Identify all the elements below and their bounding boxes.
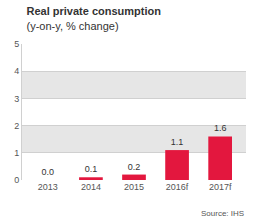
svg-text:3: 3: [14, 94, 19, 104]
svg-text:2013: 2013: [38, 182, 58, 192]
svg-text:5: 5: [14, 39, 19, 49]
svg-text:0.2: 0.2: [128, 162, 141, 172]
svg-text:2016f: 2016f: [166, 182, 189, 192]
svg-text:1.6: 1.6: [214, 123, 227, 133]
svg-text:1: 1: [14, 148, 19, 158]
svg-text:2: 2: [14, 121, 19, 131]
svg-text:2017f: 2017f: [209, 182, 232, 192]
svg-text:0: 0: [14, 175, 19, 185]
svg-text:2015: 2015: [124, 182, 144, 192]
svg-text:0.0: 0.0: [42, 167, 55, 177]
svg-text:Source: IHS: Source: IHS: [201, 209, 244, 218]
svg-text:Real private consumption(y-on-: Real private consumption(y-on-y, % chang…: [26, 5, 161, 31]
svg-text:0.1: 0.1: [85, 164, 98, 174]
svg-text:1.1: 1.1: [171, 137, 184, 147]
svg-text:4: 4: [14, 66, 19, 76]
svg-text:2014: 2014: [81, 182, 101, 192]
